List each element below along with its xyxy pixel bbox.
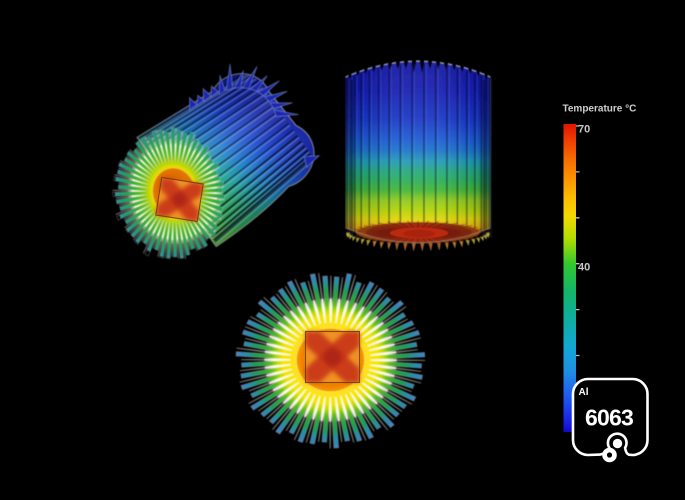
svg-text:40: 40: [578, 262, 590, 274]
svg-text:70: 70: [578, 124, 590, 136]
svg-text:6063: 6063: [585, 405, 633, 431]
svg-text:Temperature °C: Temperature °C: [563, 104, 637, 115]
svg-text:Al: Al: [579, 387, 589, 398]
